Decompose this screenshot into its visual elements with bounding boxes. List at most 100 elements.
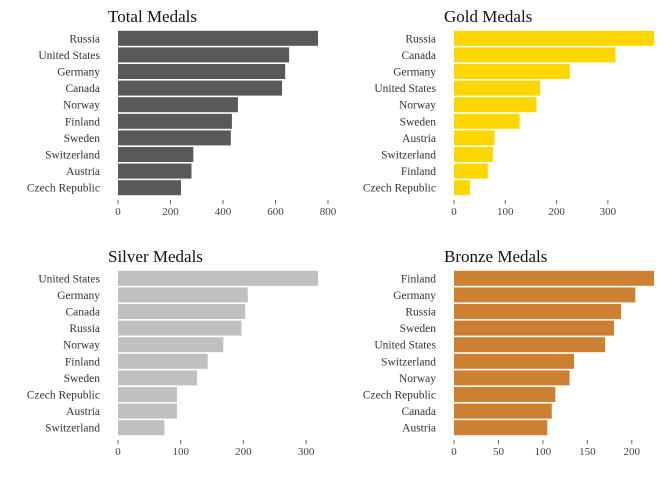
total-medals-bar-finland — [118, 113, 232, 129]
total-medals-tick-label: 800 — [320, 206, 337, 218]
total-medals-category-label: Canada — [66, 83, 100, 95]
total-medals-category-label: United States — [38, 50, 100, 62]
total-medals-bar-czech-republic — [118, 180, 181, 196]
gold-medals-category-label: Austria — [402, 133, 436, 145]
bronze-medals-bar-switzerland — [454, 353, 574, 369]
gold-medals-title: Gold Medals — [444, 7, 532, 26]
gold-medals-category-label: Canada — [402, 50, 436, 62]
bronze-medals-bar-russia — [454, 304, 622, 319]
bronze-medals-category-label: Germany — [393, 290, 436, 302]
silver-medals-title: Silver Medals — [108, 247, 203, 266]
total-medals-tick-label: 600 — [267, 206, 284, 218]
bronze-medals-category-label: Finland — [401, 273, 436, 285]
gold-medals-category-label: Sweden — [400, 116, 437, 128]
silver-medals-tick-label: 300 — [298, 446, 315, 458]
bronze-medals-tick-label: 100 — [535, 446, 552, 458]
silver-medals-bar-sweden — [118, 370, 197, 386]
silver-medals-bar-czech-republic — [118, 387, 177, 402]
gold-medals-category-label: Norway — [399, 100, 436, 112]
silver-medals-tick-label: 100 — [172, 446, 189, 458]
bronze-medals-tick-label: 150 — [579, 446, 596, 458]
gold-medals-bar-norway — [454, 97, 537, 113]
total-medals-bar-norway — [118, 97, 238, 113]
total-medals-category-label: Czech Republic — [27, 183, 100, 195]
bronze-medals-tick-label: 200 — [624, 446, 641, 458]
silver-medals-category-label: Norway — [63, 340, 100, 352]
silver-medals-bar-russia — [118, 320, 242, 336]
bronze-medals-category-label: Norway — [399, 373, 436, 385]
bronze-medals-category-label: Austria — [402, 423, 436, 435]
total-medals-chart: Total Medals Russia United States Germany Ca… — [27, 7, 337, 218]
bronze-medals-bar-finland — [454, 270, 654, 286]
silver-medals-category-label: Austria — [66, 406, 100, 418]
silver-medals-bar-canada — [118, 304, 246, 319]
silver-medals-category-label: Finland — [65, 356, 100, 368]
total-medals-category-label: Switzerland — [45, 150, 100, 162]
bronze-medals-category-label: Switzerland — [381, 356, 436, 368]
gold-medals-tick-label: 200 — [548, 206, 565, 218]
silver-medals-bar-austria — [118, 403, 177, 419]
total-medals-category-label: Finland — [65, 116, 100, 128]
silver-medals-category-label: Russia — [69, 323, 100, 335]
total-medals-bar-russia — [118, 30, 318, 46]
total-medals-tick-label: 400 — [215, 206, 232, 218]
total-medals-bar-switzerland — [118, 147, 194, 162]
bronze-medals-category-label: Czech Republic — [363, 390, 436, 402]
total-medals-bar-germany — [118, 64, 286, 79]
bronze-medals-category-label: Sweden — [400, 323, 437, 335]
gold-medals-category-label: Czech Republic — [363, 183, 436, 195]
gold-medals-category-label: United States — [374, 83, 436, 95]
gold-medals-category-label: Germany — [393, 67, 436, 79]
gold-medals-category-label: Switzerland — [381, 150, 436, 162]
gold-medals-bar-germany — [454, 64, 570, 79]
bronze-medals-bar-germany — [454, 287, 636, 303]
total-medals-bar-canada — [118, 80, 283, 96]
total-medals-category-label: Germany — [57, 67, 100, 79]
bronze-medals-bar-norway — [454, 370, 570, 386]
gold-medals-tick-label: 300 — [600, 206, 617, 218]
gold-medals-bar-united-states — [454, 80, 541, 96]
silver-medals-bar-switzerland — [118, 420, 165, 436]
bronze-medals-chart: Bronze Medals Finland Germany Russia Sweden U… — [363, 247, 654, 458]
bronze-medals-title: Bronze Medals — [444, 247, 547, 266]
gold-medals-bar-switzerland — [454, 147, 493, 162]
bronze-medals-bar-canada — [454, 403, 552, 419]
silver-medals-chart: Silver Medals United States Germany Canada R… — [27, 247, 318, 458]
bronze-medals-tick-label: 50 — [493, 446, 505, 458]
silver-medals-category-label: Germany — [57, 290, 100, 302]
silver-medals-tick-label: 0 — [115, 446, 121, 458]
silver-medals-bar-united-states — [118, 270, 318, 286]
total-medals-bar-austria — [118, 163, 192, 179]
bronze-medals-bar-czech-republic — [454, 387, 556, 402]
gold-medals-chart: Gold Medals Russia Canada Germany United Sta… — [363, 7, 654, 218]
gold-medals-bar-canada — [454, 47, 616, 63]
bronze-medals-bar-sweden — [454, 320, 614, 336]
gold-medals-bar-finland — [454, 163, 488, 179]
silver-medals-bar-norway — [118, 337, 224, 353]
bronze-medals-category-label: Russia — [405, 307, 436, 319]
total-medals-category-label: Russia — [69, 33, 100, 45]
total-medals-tick-label: 200 — [162, 206, 179, 218]
silver-medals-category-label: Switzerland — [45, 423, 100, 435]
bronze-medals-category-label: Canada — [402, 406, 436, 418]
total-medals-title: Total Medals — [108, 7, 197, 26]
gold-medals-bar-czech-republic — [454, 180, 470, 196]
bronze-medals-bar-united-states — [454, 337, 606, 353]
gold-medals-tick-label: 0 — [451, 206, 457, 218]
total-medals-category-label: Austria — [66, 166, 100, 178]
silver-medals-category-label: Czech Republic — [27, 390, 100, 402]
bronze-medals-category-label: United States — [374, 340, 436, 352]
silver-medals-bar-finland — [118, 353, 208, 369]
total-medals-tick-label: 0 — [115, 206, 121, 218]
silver-medals-category-label: United States — [38, 273, 100, 285]
gold-medals-category-label: Finland — [401, 166, 436, 178]
gold-medals-tick-label: 100 — [497, 206, 514, 218]
total-medals-category-label: Sweden — [64, 133, 101, 145]
gold-medals-category-label: Russia — [405, 33, 436, 45]
silver-medals-category-label: Sweden — [64, 373, 101, 385]
silver-medals-category-label: Canada — [66, 307, 100, 319]
silver-medals-bar-germany — [118, 287, 248, 303]
silver-medals-tick-label: 200 — [235, 446, 252, 458]
bronze-medals-tick-label: 0 — [451, 446, 457, 458]
